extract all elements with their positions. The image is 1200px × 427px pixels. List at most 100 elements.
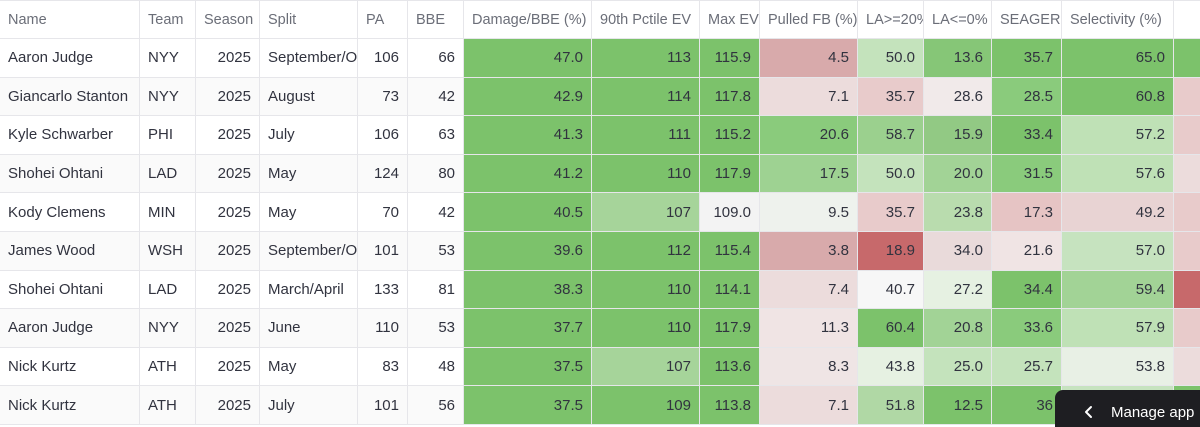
table-row[interactable]: Kody Clemens MIN 2025 May 70 42 40.5 107 109.0 9.… bbox=[0, 192, 1200, 232]
cell-ev90[interactable]: 107 bbox=[591, 192, 700, 232]
cell-season[interactable]: 2025 bbox=[195, 153, 260, 194]
cell-team[interactable]: PHI bbox=[139, 115, 196, 155]
cell-la-ge-20[interactable]: 60.4 bbox=[857, 308, 924, 348]
cell-bbe[interactable]: 63 bbox=[407, 115, 464, 155]
cell-max-ev[interactable]: 113.8 bbox=[699, 385, 760, 425]
column-header-bbe[interactable]: BBE bbox=[407, 0, 464, 39]
cell-team[interactable]: ATH bbox=[139, 385, 196, 425]
table-row[interactable]: Shohei Ohtani LAD 2025 May 124 80 41.2 110 117.9… bbox=[0, 153, 1200, 194]
cell-season[interactable]: 2025 bbox=[195, 269, 260, 310]
cell-ev90[interactable]: 112 bbox=[591, 230, 700, 271]
cell-pulled-fb[interactable]: 7.1 bbox=[759, 385, 858, 425]
cell-seager[interactable]: 21.6 bbox=[991, 230, 1062, 271]
cell-la-le-0[interactable]: 27.2 bbox=[923, 269, 992, 310]
cell-max-ev[interactable]: 115.4 bbox=[699, 230, 760, 271]
table-row[interactable]: Aaron Judge NYY 2025 June 110 53 37.7 110 117.9 1… bbox=[0, 308, 1200, 348]
cell-pa[interactable]: 101 bbox=[357, 230, 408, 271]
cell-name[interactable]: Nick Kurtz bbox=[0, 385, 140, 425]
cell-pulled-fb[interactable]: 8.3 bbox=[759, 346, 858, 387]
cell-ev90[interactable]: 114 bbox=[591, 76, 700, 117]
cell-season[interactable]: 2025 bbox=[195, 115, 260, 155]
cell-la-le-0[interactable]: 23.8 bbox=[923, 192, 992, 232]
cell-season[interactable]: 2025 bbox=[195, 192, 260, 232]
cell-seager[interactable]: 28.5 bbox=[991, 76, 1062, 117]
cell-la-le-0[interactable]: 28.6 bbox=[923, 76, 992, 117]
cell-name[interactable]: Kody Clemens bbox=[0, 192, 140, 232]
cell-name[interactable]: James Wood bbox=[0, 230, 140, 271]
cell-seager[interactable]: 17.3 bbox=[991, 192, 1062, 232]
cell-seager[interactable]: 31.5 bbox=[991, 153, 1062, 194]
cell-bbe[interactable]: 42 bbox=[407, 76, 464, 117]
column-header-name[interactable]: Name bbox=[0, 0, 140, 39]
cell-seager[interactable]: 25.7 bbox=[991, 346, 1062, 387]
cell-damage-bbe[interactable]: 37.5 bbox=[463, 346, 592, 387]
cell-season[interactable]: 2025 bbox=[195, 346, 260, 387]
cell-seager[interactable]: 35.7 bbox=[991, 38, 1062, 78]
cell-la-ge-20[interactable]: 18.9 bbox=[857, 230, 924, 271]
table-row[interactable]: Shohei Ohtani LAD 2025 March/April 133 81 38.3… bbox=[0, 269, 1200, 310]
cell-seager[interactable]: 36 bbox=[991, 385, 1062, 425]
cell-pulled-fb[interactable]: 3.8 bbox=[759, 230, 858, 271]
cell-bbe[interactable]: 48 bbox=[407, 346, 464, 387]
column-header-seager[interactable]: SEAGER bbox=[991, 0, 1062, 39]
cell-selectivity[interactable]: 49.2 bbox=[1061, 192, 1174, 232]
cell-damage-bbe[interactable]: 37.5 bbox=[463, 385, 592, 425]
cell-pa[interactable]: 73 bbox=[357, 76, 408, 117]
cell-split[interactable]: March/April bbox=[259, 269, 358, 310]
table-row[interactable]: Nick Kurtz ATH 2025 May 83 48 37.5 107 113.6 8.3 4… bbox=[0, 346, 1200, 387]
cell-damage-bbe[interactable]: 37.7 bbox=[463, 308, 592, 348]
cell-name[interactable]: Kyle Schwarber bbox=[0, 115, 140, 155]
cell-ev90[interactable]: 110 bbox=[591, 153, 700, 194]
table-row[interactable]: Nick Kurtz ATH 2025 July 101 56 37.5 109 113.8 7.… bbox=[0, 385, 1200, 425]
cell-name[interactable]: Shohei Ohtani bbox=[0, 153, 140, 194]
cell-bbe[interactable]: 53 bbox=[407, 230, 464, 271]
cell-damage-bbe[interactable]: 42.9 bbox=[463, 76, 592, 117]
cell-la-ge-20[interactable]: 35.7 bbox=[857, 192, 924, 232]
cell-damage-bbe[interactable]: 40.5 bbox=[463, 192, 592, 232]
cell-la-le-0[interactable]: 25.0 bbox=[923, 346, 992, 387]
cell-la-ge-20[interactable]: 35.7 bbox=[857, 76, 924, 117]
cell-selectivity[interactable]: 53.8 bbox=[1061, 346, 1174, 387]
cell-damage-bbe[interactable]: 38.3 bbox=[463, 269, 592, 310]
cell-selectivity[interactable]: 57.9 bbox=[1061, 308, 1174, 348]
cell-damage-bbe[interactable]: 47.0 bbox=[463, 38, 592, 78]
cell-name[interactable]: Giancarlo Stanton bbox=[0, 76, 140, 117]
cell-max-ev[interactable]: 113.6 bbox=[699, 346, 760, 387]
cell-pulled-fb[interactable]: 4.5 bbox=[759, 38, 858, 78]
cell-la-ge-20[interactable]: 50.0 bbox=[857, 153, 924, 194]
cell-season[interactable]: 2025 bbox=[195, 230, 260, 271]
cell-pa[interactable]: 101 bbox=[357, 385, 408, 425]
cell-team[interactable]: NYY bbox=[139, 38, 196, 78]
cell-max-ev[interactable]: 109.0 bbox=[699, 192, 760, 232]
cell-team[interactable]: WSH bbox=[139, 230, 196, 271]
cell-pulled-fb[interactable]: 11.3 bbox=[759, 308, 858, 348]
cell-pa[interactable]: 70 bbox=[357, 192, 408, 232]
cell-team[interactable]: LAD bbox=[139, 269, 196, 310]
column-header-ev90[interactable]: 90th Pctile EV bbox=[591, 0, 700, 39]
cell-selectivity[interactable]: 60.8 bbox=[1061, 76, 1174, 117]
cell-split[interactable]: July bbox=[259, 115, 358, 155]
cell-split[interactable]: August bbox=[259, 76, 358, 117]
cell-la-le-0[interactable]: 13.6 bbox=[923, 38, 992, 78]
cell-selectivity[interactable]: 57.0 bbox=[1061, 230, 1174, 271]
cell-team[interactable]: NYY bbox=[139, 308, 196, 348]
cell-pa[interactable]: 110 bbox=[357, 308, 408, 348]
cell-bbe[interactable]: 81 bbox=[407, 269, 464, 310]
cell-max-ev[interactable]: 117.8 bbox=[699, 76, 760, 117]
cell-seager[interactable]: 33.4 bbox=[991, 115, 1062, 155]
cell-split[interactable]: September/O bbox=[259, 230, 358, 271]
cell-pa[interactable]: 106 bbox=[357, 38, 408, 78]
cell-split[interactable]: July bbox=[259, 385, 358, 425]
cell-damage-bbe[interactable]: 39.6 bbox=[463, 230, 592, 271]
cell-split[interactable]: May bbox=[259, 192, 358, 232]
column-header-pulled-fb[interactable]: Pulled FB (%) bbox=[759, 0, 858, 39]
cell-name[interactable]: Shohei Ohtani bbox=[0, 269, 140, 310]
cell-la-ge-20[interactable]: 51.8 bbox=[857, 385, 924, 425]
cell-selectivity[interactable]: 59.4 bbox=[1061, 269, 1174, 310]
cell-pulled-fb[interactable]: 9.5 bbox=[759, 192, 858, 232]
cell-season[interactable]: 2025 bbox=[195, 76, 260, 117]
cell-season[interactable]: 2025 bbox=[195, 38, 260, 78]
cell-la-le-0[interactable]: 12.5 bbox=[923, 385, 992, 425]
column-header-pa[interactable]: PA bbox=[357, 0, 408, 39]
cell-ev90[interactable]: 110 bbox=[591, 269, 700, 310]
